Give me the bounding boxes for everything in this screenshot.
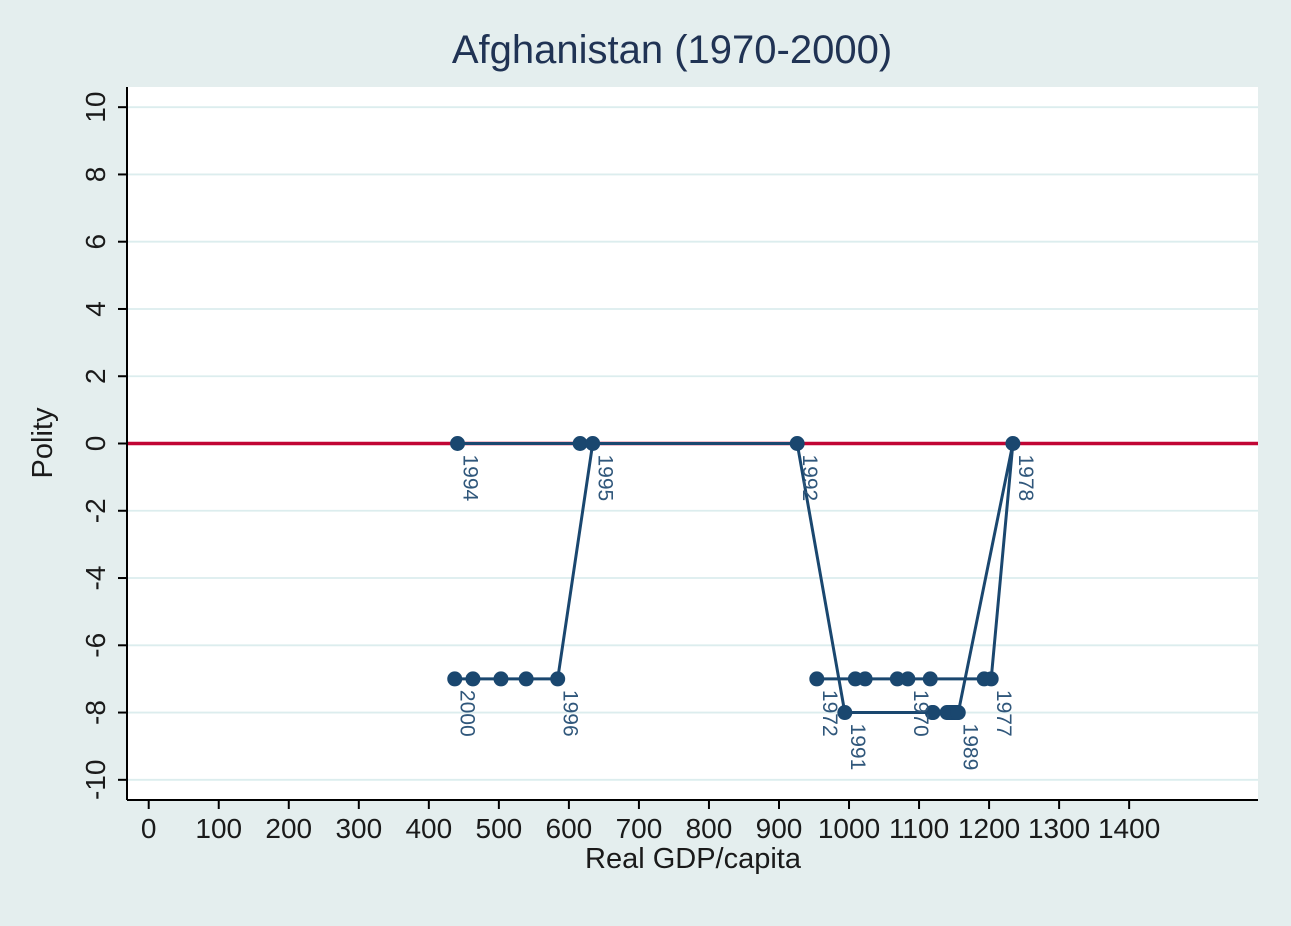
x-tick-label-1200: 1200 (958, 813, 1020, 844)
data-point-1993 (572, 436, 588, 451)
x-tick-label-1100: 1100 (889, 813, 949, 844)
data-point-1974 (889, 671, 905, 687)
data-point-1973 (857, 671, 873, 687)
gridlines (127, 106, 1258, 781)
year-label-1972: 1972 (818, 690, 841, 737)
data-point-1977 (983, 671, 999, 687)
x-tick-label-800: 800 (686, 813, 733, 844)
year-label-1977: 1977 (992, 690, 1015, 737)
x-axis-label: Real GDP/capita (585, 843, 802, 875)
x-tick-label-500: 500 (476, 813, 523, 844)
data-point-1991 (837, 705, 853, 721)
y-axis-label: Polity (27, 407, 59, 478)
x-tick-label-0: 0 (141, 813, 157, 844)
x-tick-label-1400: 1400 (1098, 813, 1160, 844)
x-tick-label-100: 100 (195, 813, 242, 844)
year-label-1978: 1978 (1014, 455, 1037, 502)
data-point-1972 (809, 671, 825, 687)
x-tick-label-700: 700 (616, 813, 663, 844)
year-label-1994: 1994 (459, 455, 482, 502)
data-point-1987 (939, 705, 955, 721)
y-tick-label-6: 6 (80, 234, 111, 250)
data-point-markers (447, 436, 1021, 721)
year-label-1992: 1992 (798, 455, 821, 502)
year-label-2000: 2000 (456, 690, 479, 737)
year-label-1970: 1970 (909, 690, 932, 737)
data-point-1975 (922, 671, 938, 687)
data-point-1970 (900, 671, 916, 687)
data-point-1996 (550, 671, 566, 687)
year-label-1989: 1989 (959, 724, 982, 771)
x-tick-label-600: 600 (546, 813, 593, 844)
data-point-1989 (950, 705, 966, 721)
tick-marks (118, 106, 1131, 809)
year-labels: 1970 1972 1977 1978 1989 1991 1992 1994 1995 1996… (456, 455, 1037, 771)
data-point-1992 (789, 436, 805, 451)
y-tick-label--4: -4 (80, 566, 111, 591)
data-point-1995 (585, 436, 601, 451)
data-point-1990 (925, 705, 941, 721)
x-tick-label-1000: 1000 (818, 813, 880, 844)
y-tick-label-4: 4 (80, 301, 111, 317)
data-point-1978 (1005, 436, 1021, 451)
y-tick-label--10: -10 (80, 760, 111, 800)
y-tick-label-2: 2 (80, 368, 111, 384)
y-tick-label-10: 10 (80, 92, 111, 123)
data-point-2000 (447, 671, 463, 687)
y-tick-label--6: -6 (80, 633, 111, 658)
data-point-1994 (450, 436, 466, 451)
x-tick-label-400: 400 (405, 813, 452, 844)
year-label-1995: 1995 (594, 455, 617, 502)
chart-title: Afghanistan (1970-2000) (452, 28, 892, 72)
x-tick-label-1300: 1300 (1028, 813, 1090, 844)
data-point-1998 (493, 671, 509, 687)
x-tick-label-300: 300 (335, 813, 382, 844)
year-label-1991: 1991 (846, 724, 869, 771)
x-tick-label-200: 200 (265, 813, 312, 844)
y-tick-label-8: 8 (80, 167, 111, 183)
y-tick-label-0: 0 (80, 436, 111, 452)
y-tick-label--2: -2 (80, 498, 111, 523)
year-label-1996: 1996 (559, 690, 582, 737)
y-tick-label--8: -8 (80, 700, 111, 725)
data-point-1997 (518, 671, 534, 687)
data-point-1999 (465, 671, 481, 687)
x-tick-label-900: 900 (756, 813, 803, 844)
